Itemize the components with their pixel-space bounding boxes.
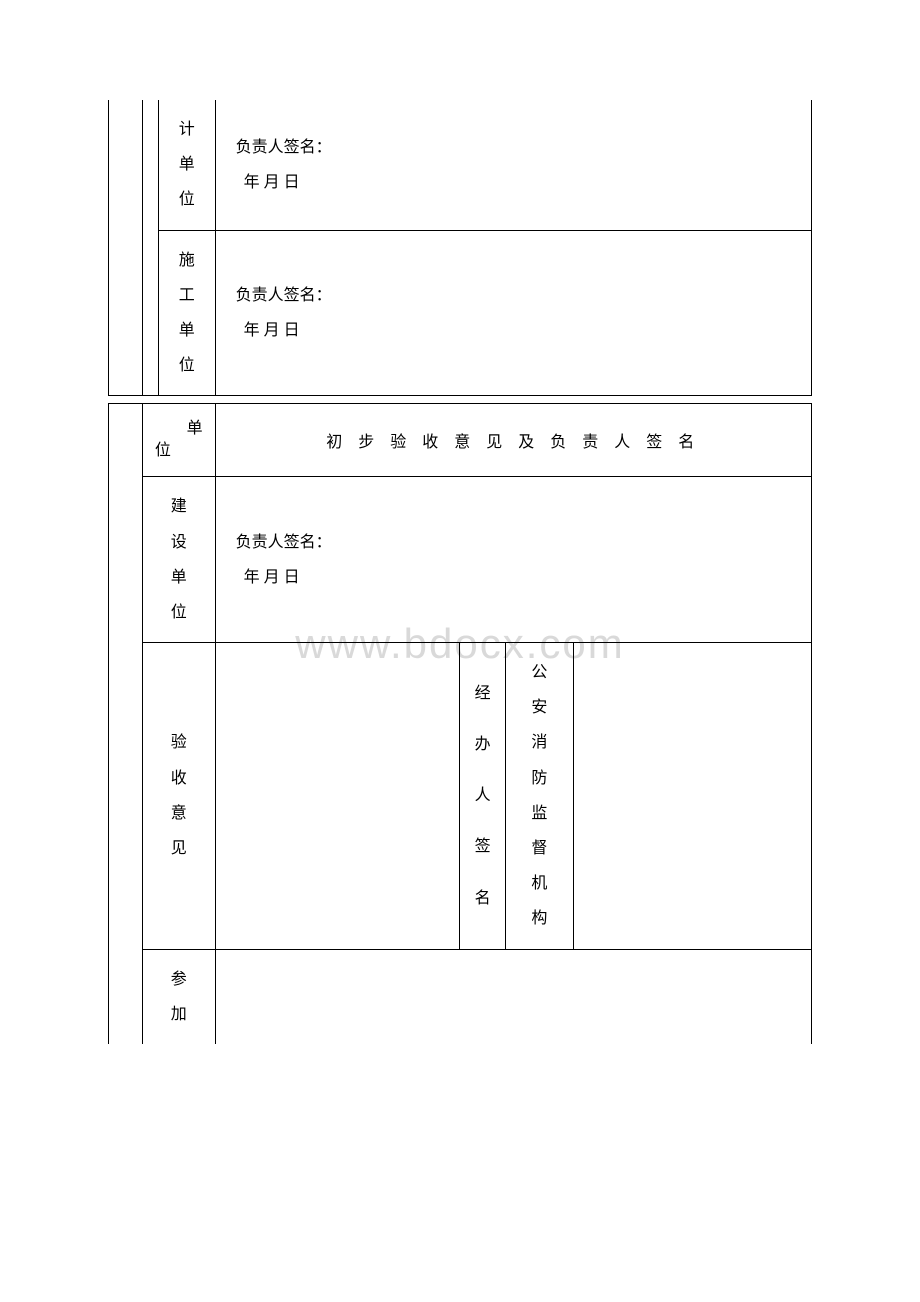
label-danwei: 位 单 [143,404,216,477]
char: 机 [510,866,569,901]
table-row: 施 工 单 位 负责人签名： 年 月 日 [109,230,812,396]
char: 单 [163,147,211,182]
char: 施 [163,243,211,278]
char: 工 [163,278,211,313]
spacer-row [109,396,812,404]
char: 单 [163,313,211,348]
date-label: 年 月 日 [236,313,791,348]
table-row: 参 加 [109,949,812,1044]
char: 收 [147,761,211,796]
char: 位 [155,440,171,462]
char: 参 [147,962,211,997]
form-table: 计 单 位 负责人签名： 年 月 日 施 工 单 位 负责人签名： 年 月 日 [108,100,812,1044]
date-label: 年 月 日 [236,165,791,200]
char: 监 [510,796,569,831]
table-row: 验 收 意 见 经 办 人 签 名 公 安 消 防 监 督 机 构 [109,643,812,950]
page-container: 计 单 位 负责人签名： 年 月 日 施 工 单 位 负责人签名： 年 月 日 [0,0,920,1144]
empty-cell [215,643,460,950]
left-margin-cell [109,100,143,230]
char: 位 [147,595,211,630]
gap-cell [143,230,159,396]
char: 公 [510,655,569,690]
char: 设 [147,525,211,560]
table-row: 位 单 初 步 验 收 意 见 及 负 责 人 签 名 [109,404,812,477]
char: 见 [147,831,211,866]
signature-cell-jianshe: 负责人签名： 年 月 日 [215,477,811,643]
left-margin-cell [109,643,143,950]
char: 计 [163,112,211,147]
char: 单 [187,418,203,440]
gap-cell [143,100,159,230]
char: 加 [147,997,211,1032]
char: 消 [510,725,569,760]
header-title: 初 步 验 收 意 见 及 负 责 人 签 名 [215,404,811,477]
label-ji-danwei: 计 单 位 [158,100,215,230]
signature-label: 负责人签名： [236,278,791,313]
char: 单 [147,560,211,595]
char: 防 [510,761,569,796]
char: 意 [147,796,211,831]
signature-cell-shigong: 负责人签名： 年 月 日 [215,230,811,396]
date-label: 年 月 日 [236,560,791,595]
char: 构 [510,901,569,936]
label-canjia: 参 加 [143,949,216,1044]
char: 签 [464,821,500,872]
label-yanshou-yijian: 验 收 意 见 [143,643,216,950]
char: 安 [510,690,569,725]
label-jianshe-danwei: 建 设 单 位 [143,477,216,643]
table-row: 计 单 位 负责人签名： 年 月 日 [109,100,812,230]
char: 位 [163,182,211,217]
signature-label: 负责人签名： [236,525,791,560]
char: 经 [464,668,500,719]
signature-label: 负责人签名： [236,130,791,165]
left-margin-cell [109,477,143,643]
left-margin-cell [109,404,143,477]
char: 建 [147,489,211,524]
char: 办 [464,719,500,770]
char: 位 [163,348,211,383]
left-margin-cell [109,949,143,1044]
empty-cell [215,949,811,1044]
spacer [109,396,812,404]
label-jingbanren: 经 办 人 签 名 [460,643,505,950]
empty-cell [573,643,811,950]
label-shigong-danwei: 施 工 单 位 [158,230,215,396]
char: 验 [147,725,211,760]
char: 督 [510,831,569,866]
left-margin-cell [109,230,143,396]
table-row: 建 设 单 位 负责人签名： 年 月 日 [109,477,812,643]
char: 人 [464,770,500,821]
char: 名 [464,873,500,924]
signature-cell-ji: 负责人签名： 年 月 日 [215,100,811,230]
label-gongan: 公 安 消 防 监 督 机 构 [505,643,573,950]
